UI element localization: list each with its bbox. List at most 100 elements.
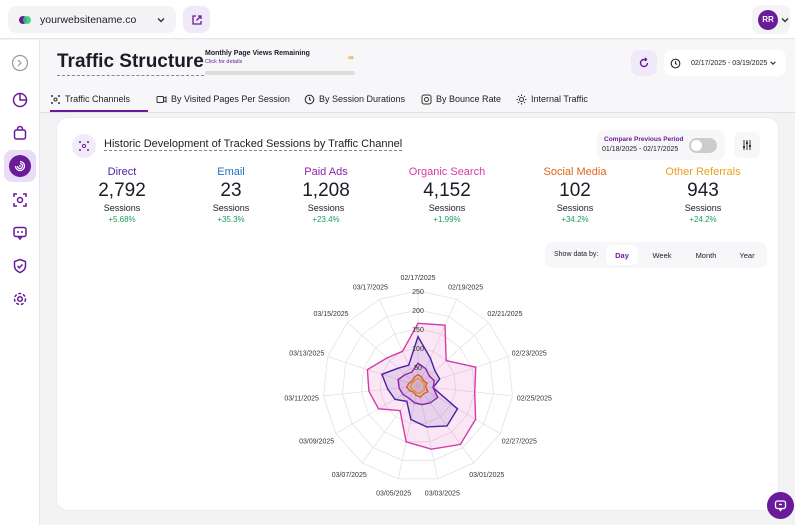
tab-label: Traffic Channels [65, 94, 131, 104]
radar-tick-label: 50 [414, 365, 422, 372]
tab-bounce-rate[interactable]: By Bounce Rate [421, 91, 501, 107]
clock-icon [670, 58, 681, 68]
stat-value: 2,792 [98, 180, 146, 201]
date-range-picker[interactable]: 02/17/2025 - 03/19/2025 [664, 50, 786, 76]
radar-category-label: 02/25/2025 [517, 395, 552, 402]
refresh-icon [639, 57, 649, 68]
tab-label: By Visited Pages Per Session [171, 94, 290, 104]
stat-unit: Sessions [556, 203, 594, 213]
tab-session-durations[interactable]: By Session Durations [304, 91, 405, 107]
radar-category-label: 03/11/2025 [284, 395, 319, 402]
sliders-icon [743, 140, 751, 150]
granularity-selector: Show data by: Day Week Month Year [545, 242, 767, 268]
stat-name: Organic Search [408, 166, 486, 178]
radar-spoke [417, 385, 475, 464]
bounce-icon [421, 94, 432, 104]
site-selector[interactable]: yourwebsitename.co [8, 6, 176, 33]
chat-button[interactable] [767, 492, 794, 519]
sidebar-item-messages[interactable] [8, 221, 32, 245]
radar-series-0 [366, 322, 477, 450]
granularity-year[interactable]: Year [739, 250, 755, 260]
monthly-views-details-link[interactable]: Click for details [205, 59, 243, 65]
radar-chart: 02/17/2025 02/19/2025 02/21/2025 02/23/2025… [284, 275, 552, 498]
stat-change: +23.4% [312, 215, 340, 224]
stat-value: 23 [220, 180, 242, 201]
tab-label: By Bounce Rate [436, 94, 502, 104]
radar-category-label: 02/21/2025 [487, 311, 522, 318]
refresh-button[interactable] [631, 50, 657, 76]
radar-spoke [335, 385, 419, 434]
target-icon [13, 193, 27, 207]
radar-series-3 [409, 377, 426, 395]
stat-direct: Direct 2,792 Sessions +5.68% [67, 166, 177, 224]
stat-value: 102 [559, 180, 591, 201]
stat-unit: Sessions [428, 203, 466, 213]
tab-label: Internal Traffic [531, 94, 588, 104]
sidebar-item-tracking[interactable] [8, 188, 32, 212]
collapse-icon [11, 54, 29, 72]
granularity-day[interactable]: Day [606, 245, 638, 265]
stat-value: 943 [687, 180, 719, 201]
radar-category-label: 03/05/2025 [376, 491, 411, 498]
radar-series-1 [380, 334, 459, 428]
stat-unit: Sessions [307, 203, 345, 213]
chat-icon [774, 500, 787, 512]
radar-category-label: 03/01/2025 [469, 472, 504, 479]
stat-value: 1,208 [302, 180, 350, 201]
granularity-month[interactable]: Month [695, 250, 717, 260]
stat-name: Paid Ads [304, 166, 348, 178]
sidebar-item-settings[interactable] [8, 287, 32, 311]
radar-grid-ring [341, 309, 495, 461]
radar-category-label: 03/13/2025 [289, 350, 324, 357]
show-by-label: Show data by: [554, 251, 599, 258]
tab-internal-traffic[interactable]: Internal Traffic [516, 91, 588, 107]
radar-category-label: 03/15/2025 [314, 311, 349, 318]
stat-name: Other Referrals [665, 166, 741, 178]
chevron-down-icon [781, 17, 789, 22]
date-range-text: 02/17/2025 - 03/19/2025 [691, 59, 768, 67]
chevron-down-icon [770, 61, 777, 65]
stat-unit: Sessions [212, 203, 250, 213]
shopping-bag-icon [13, 125, 27, 140]
radar-tick-label: 100 [412, 346, 424, 353]
tab-visited-pages[interactable]: By Visited Pages Per Session [156, 91, 290, 107]
filter-settings-button[interactable] [734, 132, 760, 158]
stat-value: 4,152 [423, 180, 471, 201]
sidebar-item-dashboard[interactable] [8, 88, 32, 112]
radar-category-label: 03/17/2025 [353, 284, 388, 291]
monthly-views-progress [205, 71, 355, 75]
stat-unit: Sessions [684, 203, 722, 213]
sidebar-item-security[interactable] [8, 254, 32, 278]
traffic-icon [9, 155, 31, 177]
tab-traffic-channels[interactable]: Traffic Channels [50, 91, 148, 112]
message-icon [13, 226, 27, 241]
user-menu[interactable]: RR [752, 5, 790, 34]
radar-category-label: 02/17/2025 [400, 275, 435, 282]
radar-spoke [417, 385, 501, 434]
gear-icon [13, 292, 27, 306]
radar-category-label: 03/07/2025 [332, 472, 367, 479]
external-link-button[interactable] [183, 6, 210, 33]
compare-range: 01/18/2025 - 02/17/2025 [602, 146, 679, 153]
card-title: Historic Development of Tracked Sessions… [104, 138, 403, 151]
granularity-week[interactable]: Week [652, 250, 672, 260]
compare-toggle[interactable] [689, 138, 717, 153]
radar-spoke [347, 322, 419, 387]
sidebar-item-shop[interactable] [8, 121, 32, 145]
site-name: yourwebsitename.co [40, 13, 137, 26]
radar-spoke [417, 299, 458, 387]
radar-category-label: 03/09/2025 [299, 439, 334, 446]
sun-icon [516, 94, 527, 104]
monthly-views-label: Monthly Page Views Remaining [205, 50, 310, 57]
stat-name: Email [217, 166, 245, 178]
page-title: Traffic Structure [57, 51, 204, 76]
stat-social-media: Social Media 102 Sessions +34.2% [520, 166, 630, 224]
sidebar-item-collapse[interactable] [8, 51, 32, 75]
channel-icon [72, 134, 96, 158]
tab-label: By Session Durations [319, 94, 406, 104]
stat-paid-ads: Paid Ads 1,208 Sessions +23.4% [271, 166, 381, 224]
network-icon [51, 94, 60, 104]
sidebar-item-traffic[interactable] [4, 150, 36, 182]
radar-tick-label: 150 [412, 327, 424, 334]
